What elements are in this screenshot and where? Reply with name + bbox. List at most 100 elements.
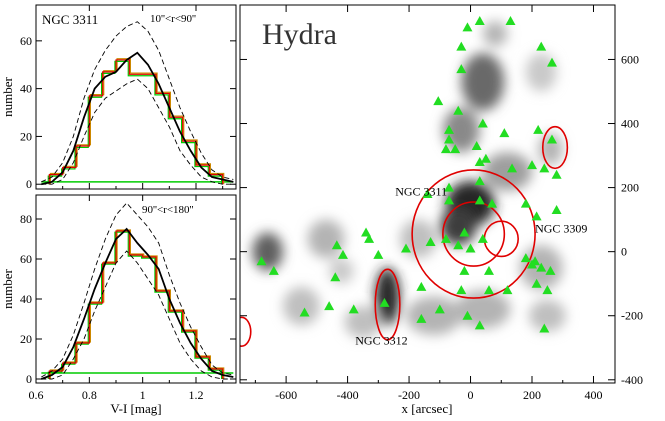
map-ytick-label: -200 [621,309,643,323]
map-xtick-label: 400 [584,388,602,402]
source-marker [530,256,541,266]
map-xtick-label: 0 [468,388,474,402]
density-map [252,21,566,339]
source-marker [546,134,557,144]
hist-top-upper-bound [41,21,234,183]
aperture-ellipse [483,220,519,258]
source-marker [330,272,341,282]
source-marker [474,320,485,330]
source-marker [465,243,476,253]
map-ytick-label: 0 [621,245,627,259]
source-marker [480,153,491,163]
hist-xtick-label: 0.6 [29,388,44,402]
source-marker [456,41,467,51]
hist-xtick-label: 1.2 [189,388,204,402]
source-marker [268,265,279,275]
aperture-ellipse [541,125,569,170]
source-marker [545,265,556,275]
map-ytick-label: 400 [621,117,639,131]
source-marker [456,64,467,74]
source-marker [531,278,542,288]
source-marker [520,198,531,208]
source-marker [456,285,467,295]
source-marker [433,96,444,106]
map-xtick-label: -400 [337,388,359,402]
source-marker [361,227,372,237]
source-marker [440,233,451,243]
source-marker [505,16,516,26]
source-marker [450,144,461,154]
source-marker [416,313,427,323]
map-xtick-label: 200 [523,388,541,402]
density-blob [482,21,508,47]
hist-top-axes: 0 20 40 60 [20,5,236,191]
source-marker [416,281,427,291]
source-marker [471,140,482,150]
hist-panel-top: 0 20 40 60 NGC 3311 10''<r<90'' [20,4,237,191]
source-marker [474,156,485,166]
source-marker [539,323,550,333]
hist-top-frame [35,4,237,190]
map-xtick-label: -200 [398,388,420,402]
hist-bottom-ytick-label: 20 [20,332,32,346]
source-marker [520,253,531,263]
density-blob [461,53,505,111]
hist-bottom-histogram-2 [48,230,224,379]
aperture-ellipse [240,316,252,347]
source-marker [477,118,488,128]
map-xtick-label: -600 [275,388,297,402]
hist-top-range-label: 10''<r<90'' [150,13,196,25]
source-marker [507,163,518,173]
source-marker [434,304,445,314]
source-marker [444,134,455,144]
source-marker [477,233,488,243]
density-blob [307,219,345,259]
hist-bottom-ytick-label: 60 [20,252,32,266]
density-blob [482,152,533,191]
source-marker [487,198,498,208]
source-marker [502,285,513,295]
source-marker [536,41,547,51]
hist-bottom-upper-bound [41,202,234,378]
source-marker [542,285,553,295]
density-blob [344,306,382,339]
source-marker [462,310,473,320]
density-blob [405,296,462,335]
source-marker [331,240,342,250]
hist-xtick-label: 1 [140,388,146,402]
hist-top-histogram-0 [49,58,225,185]
source-marker [536,262,547,272]
source-marker [551,205,562,215]
density-blob [528,299,566,332]
density-blob [399,219,437,259]
hist-bottom-kde-curve [41,227,234,380]
density-blob [455,290,511,329]
hist-bottom-histogram-1 [47,231,223,379]
source-marker [444,195,455,205]
source-marker [379,297,390,307]
source-marker [400,243,411,253]
source-marker [444,182,455,192]
hist-top-ytick-label: 40 [20,82,32,96]
source-marker [425,237,436,247]
hist-bottom-ytick-label: 0 [26,372,32,386]
hist-bottom-ylabel: number [0,268,15,308]
map-ytick-label: 600 [621,52,639,66]
aperture-ellipse [442,201,506,267]
source-marker [422,189,433,198]
hist-bottom-ytick-label: 40 [20,292,32,306]
source-marker [483,285,494,295]
source-marker [474,176,485,186]
source-marker [474,195,485,205]
galaxy-label: NGC 3312 [355,334,407,348]
hist-bottom-range-label: 90''<r<180'' [142,204,194,216]
density-blob [525,53,557,92]
map-ytick-label: 200 [621,181,639,195]
map-ytick-label: -400 [621,373,643,387]
source-marker [533,124,544,134]
source-marker [453,240,464,250]
hist-top-lower-bound [41,78,234,185]
source-marker [459,265,470,275]
hist-top-ytick-label: 20 [20,129,32,143]
